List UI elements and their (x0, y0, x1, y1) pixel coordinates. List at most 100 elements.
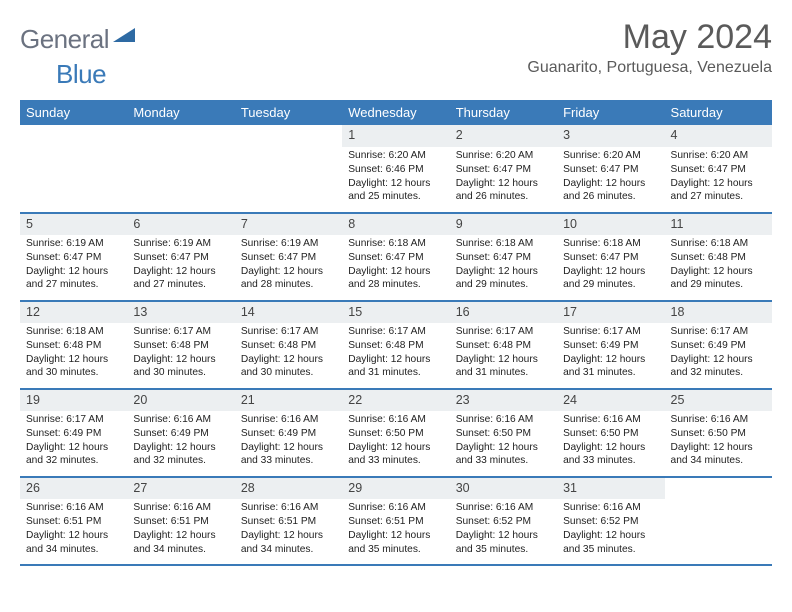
d2: and 29 minutes. (563, 278, 658, 292)
day-cell: Sunrise: 6:17 AMSunset: 6:49 PMDaylight:… (20, 411, 127, 477)
d1: Daylight: 12 hours (133, 441, 228, 455)
ss: Sunset: 6:48 PM (348, 339, 443, 353)
month-title: May 2024 (527, 18, 772, 57)
day-cell: Sunrise: 6:19 AMSunset: 6:47 PMDaylight:… (127, 235, 234, 301)
ss: Sunset: 6:50 PM (563, 427, 658, 441)
day-cell (665, 499, 772, 565)
day-cell: Sunrise: 6:16 AMSunset: 6:52 PMDaylight:… (450, 499, 557, 565)
ss: Sunset: 6:48 PM (26, 339, 121, 353)
day-cell: Sunrise: 6:16 AMSunset: 6:51 PMDaylight:… (342, 499, 449, 565)
sr: Sunrise: 6:20 AM (348, 149, 443, 163)
sr: Sunrise: 6:20 AM (456, 149, 551, 163)
day-number: 5 (20, 213, 127, 235)
d1: Daylight: 12 hours (563, 177, 658, 191)
d1: Daylight: 12 hours (133, 529, 228, 543)
ss: Sunset: 6:47 PM (241, 251, 336, 265)
weekday-header: Tuesday (235, 100, 342, 125)
d1: Daylight: 12 hours (241, 265, 336, 279)
d2: and 34 minutes. (133, 543, 228, 557)
day-number: 9 (450, 213, 557, 235)
day-cell: Sunrise: 6:20 AMSunset: 6:47 PMDaylight:… (450, 147, 557, 213)
day-number: 23 (450, 389, 557, 411)
day-cell: Sunrise: 6:17 AMSunset: 6:49 PMDaylight:… (665, 323, 772, 389)
day-cell: Sunrise: 6:16 AMSunset: 6:50 PMDaylight:… (342, 411, 449, 477)
day-cell: Sunrise: 6:18 AMSunset: 6:47 PMDaylight:… (557, 235, 664, 301)
brand-logo: General (20, 24, 137, 55)
day-content-row: Sunrise: 6:20 AMSunset: 6:46 PMDaylight:… (20, 147, 772, 213)
day-cell (127, 147, 234, 213)
daynum-row: 262728293031 (20, 477, 772, 499)
sr: Sunrise: 6:16 AM (348, 501, 443, 515)
daynum-row: 567891011 (20, 213, 772, 235)
day-number (127, 125, 234, 147)
d2: and 31 minutes. (563, 366, 658, 380)
d2: and 33 minutes. (456, 454, 551, 468)
ss: Sunset: 6:46 PM (348, 163, 443, 177)
sr: Sunrise: 6:18 AM (563, 237, 658, 251)
day-cell (235, 147, 342, 213)
d2: and 29 minutes. (456, 278, 551, 292)
ss: Sunset: 6:48 PM (241, 339, 336, 353)
day-number: 8 (342, 213, 449, 235)
sr: Sunrise: 6:18 AM (671, 237, 766, 251)
ss: Sunset: 6:50 PM (348, 427, 443, 441)
sr: Sunrise: 6:17 AM (348, 325, 443, 339)
d1: Daylight: 12 hours (241, 441, 336, 455)
d2: and 35 minutes. (348, 543, 443, 557)
d1: Daylight: 12 hours (26, 441, 121, 455)
d1: Daylight: 12 hours (348, 177, 443, 191)
day-cell: Sunrise: 6:19 AMSunset: 6:47 PMDaylight:… (235, 235, 342, 301)
weekday-header: Sunday (20, 100, 127, 125)
day-number: 17 (557, 301, 664, 323)
day-number (20, 125, 127, 147)
day-number: 16 (450, 301, 557, 323)
day-cell: Sunrise: 6:20 AMSunset: 6:47 PMDaylight:… (665, 147, 772, 213)
d2: and 35 minutes. (563, 543, 658, 557)
d1: Daylight: 12 hours (241, 529, 336, 543)
d1: Daylight: 12 hours (456, 177, 551, 191)
day-number (665, 477, 772, 499)
day-cell: Sunrise: 6:16 AMSunset: 6:51 PMDaylight:… (20, 499, 127, 565)
day-number: 6 (127, 213, 234, 235)
day-number: 19 (20, 389, 127, 411)
day-number: 14 (235, 301, 342, 323)
ss: Sunset: 6:47 PM (671, 163, 766, 177)
day-number: 11 (665, 213, 772, 235)
day-cell: Sunrise: 6:16 AMSunset: 6:50 PMDaylight:… (450, 411, 557, 477)
d2: and 30 minutes. (133, 366, 228, 380)
sr: Sunrise: 6:18 AM (348, 237, 443, 251)
ss: Sunset: 6:50 PM (671, 427, 766, 441)
sr: Sunrise: 6:16 AM (133, 501, 228, 515)
d1: Daylight: 12 hours (241, 353, 336, 367)
brand-part2: Blue (56, 59, 106, 89)
sr: Sunrise: 6:16 AM (563, 501, 658, 515)
ss: Sunset: 6:47 PM (456, 163, 551, 177)
day-number: 13 (127, 301, 234, 323)
day-cell: Sunrise: 6:16 AMSunset: 6:51 PMDaylight:… (235, 499, 342, 565)
d2: and 28 minutes. (241, 278, 336, 292)
d1: Daylight: 12 hours (671, 441, 766, 455)
ss: Sunset: 6:48 PM (671, 251, 766, 265)
day-number: 30 (450, 477, 557, 499)
day-number: 21 (235, 389, 342, 411)
day-content-row: Sunrise: 6:19 AMSunset: 6:47 PMDaylight:… (20, 235, 772, 301)
day-cell: Sunrise: 6:17 AMSunset: 6:48 PMDaylight:… (235, 323, 342, 389)
day-content-row: Sunrise: 6:18 AMSunset: 6:48 PMDaylight:… (20, 323, 772, 389)
day-number: 18 (665, 301, 772, 323)
d1: Daylight: 12 hours (671, 353, 766, 367)
day-number: 22 (342, 389, 449, 411)
d2: and 30 minutes. (26, 366, 121, 380)
sr: Sunrise: 6:16 AM (671, 413, 766, 427)
day-cell: Sunrise: 6:17 AMSunset: 6:48 PMDaylight:… (450, 323, 557, 389)
d1: Daylight: 12 hours (563, 353, 658, 367)
ss: Sunset: 6:52 PM (456, 515, 551, 529)
ss: Sunset: 6:51 PM (133, 515, 228, 529)
d2: and 26 minutes. (563, 190, 658, 204)
day-content-row: Sunrise: 6:16 AMSunset: 6:51 PMDaylight:… (20, 499, 772, 565)
sr: Sunrise: 6:16 AM (241, 413, 336, 427)
sr: Sunrise: 6:16 AM (456, 501, 551, 515)
day-number: 29 (342, 477, 449, 499)
ss: Sunset: 6:47 PM (563, 163, 658, 177)
day-number: 3 (557, 125, 664, 147)
ss: Sunset: 6:48 PM (133, 339, 228, 353)
